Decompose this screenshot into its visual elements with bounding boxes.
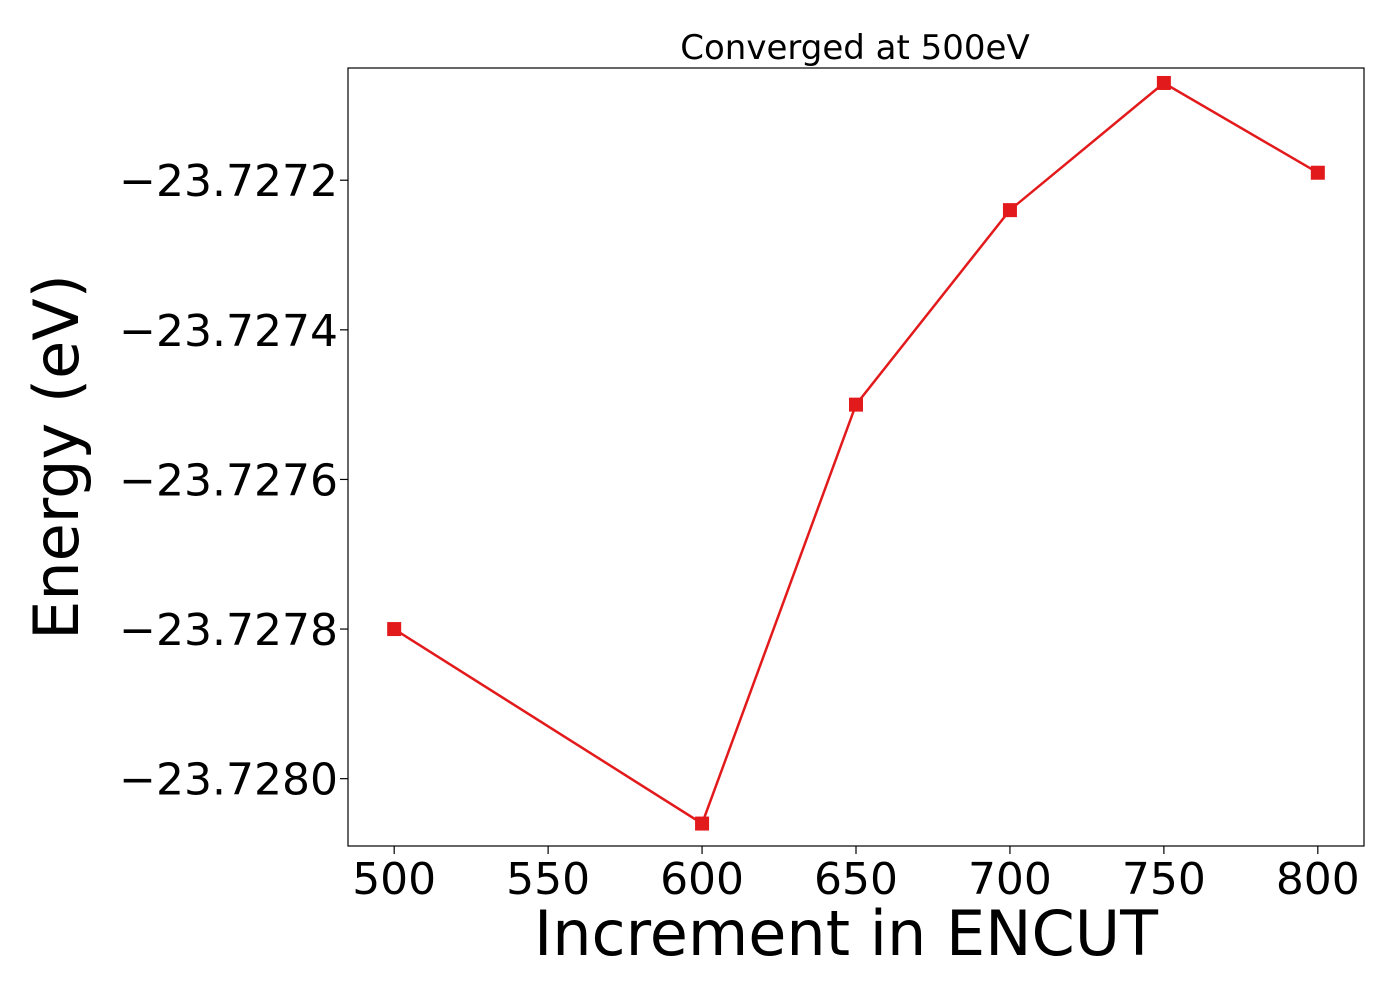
series-layer	[387, 75, 1325, 831]
y-axis-ticks: −23.7272 −23.7274 −23.7276 −23.7278 −23.7280	[119, 156, 348, 806]
y-tick-label: −23.7276	[119, 455, 338, 506]
y-axis-label: Energy (eV)	[20, 274, 93, 640]
data-point-marker	[387, 622, 402, 637]
y-tick-label: −23.7272	[119, 156, 338, 207]
x-tick-label: 750	[1122, 854, 1206, 905]
chart-title: Converged at 500eV	[680, 28, 1029, 68]
x-tick-label: 600	[660, 854, 744, 905]
x-tick-label: 550	[506, 854, 590, 905]
x-tick-label: 500	[352, 854, 436, 905]
data-point-marker	[849, 397, 863, 412]
x-axis-ticks: 500 550 600 650 700 750 800	[352, 846, 1360, 905]
y-tick-label: −23.7278	[119, 605, 338, 656]
x-tick-label: 700	[968, 854, 1052, 905]
x-axis-label: Increment in ENCUT	[534, 897, 1159, 970]
y-tick-label: −23.7280	[119, 755, 338, 806]
y-tick-label: −23.7274	[119, 306, 338, 357]
x-tick-label: 650	[814, 854, 898, 905]
data-point-marker	[1002, 203, 1017, 218]
data-point-marker	[1156, 75, 1171, 90]
data-point-marker	[695, 816, 710, 831]
data-point-marker	[1310, 165, 1325, 180]
series-line	[393, 81, 1319, 826]
plot-frame	[347, 67, 1365, 847]
x-tick-label: 800	[1276, 854, 1360, 905]
